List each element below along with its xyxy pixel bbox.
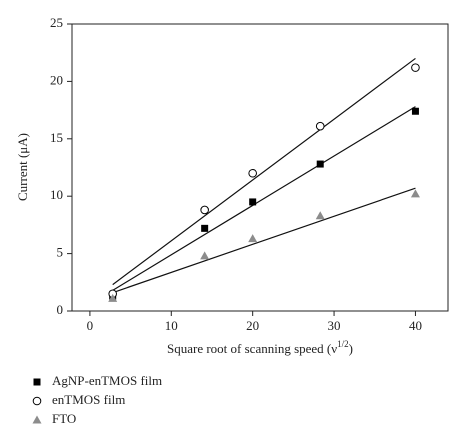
x-tick-label: 0: [87, 318, 94, 333]
marker-circle: [315, 121, 325, 131]
x-tick-label: 10: [165, 318, 178, 333]
marker-triangle: [32, 415, 42, 424]
x-tick-label: 30: [328, 318, 341, 333]
y-tick-label: 0: [57, 302, 64, 317]
marker-square: [411, 107, 419, 115]
fit-line: [112, 187, 416, 294]
legend-label: FTO: [52, 411, 76, 426]
y-axis-label: Current (μA): [15, 133, 30, 201]
y-tick-label: 25: [50, 15, 63, 30]
legend-label: enTMOS film: [52, 392, 125, 407]
marker-square: [316, 160, 324, 168]
y-tick-label: 20: [50, 72, 63, 87]
x-axis-label: Square root of scanning speed (ν1/2): [167, 339, 353, 356]
x-label-end: ): [349, 341, 353, 356]
marker-circle: [200, 205, 209, 215]
marker-triangle: [315, 211, 325, 220]
marker-triangle: [200, 251, 210, 260]
marker-circle: [32, 396, 42, 406]
marker-circle: [248, 168, 257, 178]
y-tick-label: 15: [50, 130, 63, 145]
x-tick-label: 40: [409, 318, 422, 333]
marker-circle: [411, 63, 420, 72]
y-tick-label: 5: [57, 245, 64, 260]
marker-triangle: [248, 234, 258, 243]
marker-square: [201, 224, 209, 232]
plot-frame: [71, 23, 449, 312]
x-tick-label: 20: [246, 318, 259, 333]
fit-line: [112, 57, 416, 286]
marker-triangle: [108, 293, 118, 302]
x-label-text: Square root of scanning speed (ν: [167, 341, 337, 356]
marker-square: [33, 378, 41, 386]
marker-triangle: [410, 189, 420, 198]
y-tick-label: 10: [50, 187, 63, 202]
legend-label: AgNP-enTMOS film: [52, 373, 162, 388]
marker-square: [249, 198, 257, 206]
fit-line: [112, 106, 416, 291]
x-label-sup: 1/2: [337, 339, 349, 349]
